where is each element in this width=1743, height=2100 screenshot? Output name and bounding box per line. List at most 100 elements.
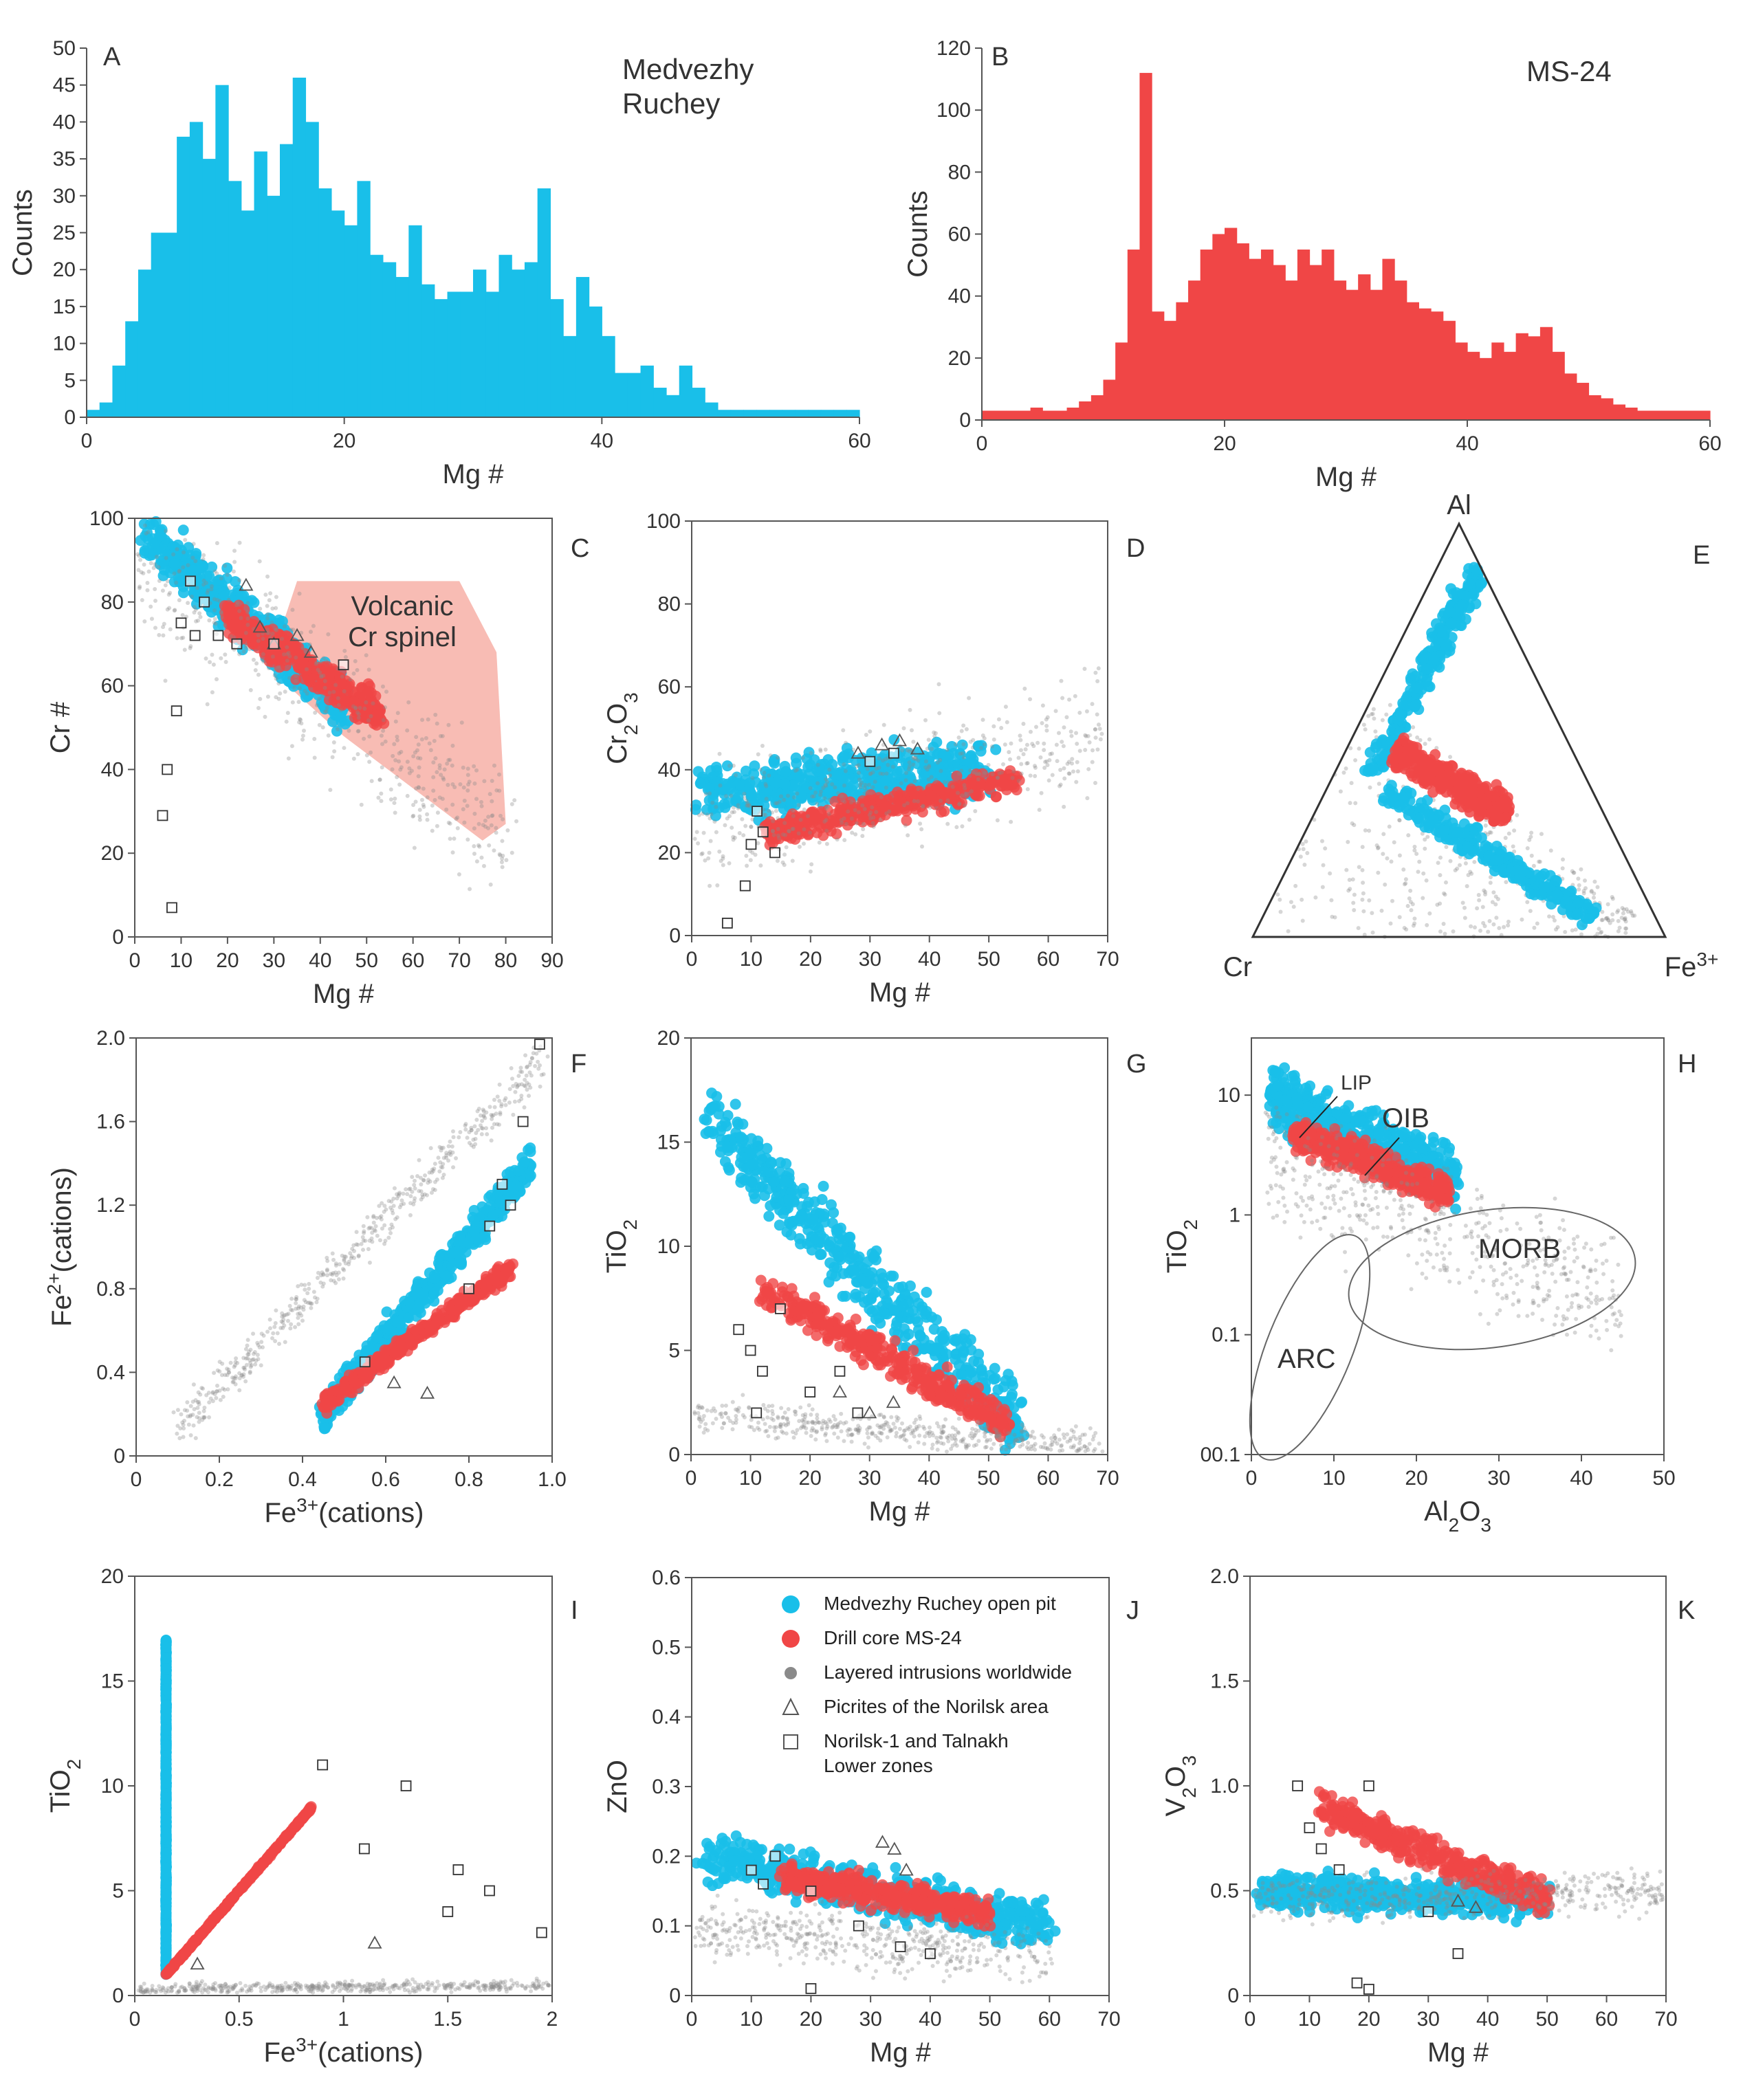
data-point — [843, 769, 848, 773]
data-point — [405, 793, 410, 798]
data-point — [1044, 723, 1049, 728]
ternary-point — [1352, 892, 1357, 897]
ternary-point — [1525, 900, 1530, 905]
data-point — [382, 1323, 393, 1334]
data-point — [742, 791, 747, 796]
data-point — [881, 771, 886, 776]
data-point — [827, 797, 832, 802]
data-point — [452, 836, 457, 841]
data-point — [300, 733, 305, 738]
data-point — [1058, 782, 1063, 787]
data-point — [503, 1259, 515, 1270]
data-point — [432, 797, 437, 802]
data-point — [425, 795, 430, 800]
ternary-point — [1278, 897, 1282, 902]
ternary-point — [1403, 881, 1408, 886]
ternary-point — [1572, 897, 1584, 909]
ternary-point — [1415, 735, 1420, 740]
data-point — [468, 887, 472, 892]
data-point — [151, 566, 156, 571]
data-point — [918, 821, 923, 826]
data-point — [1018, 748, 1023, 753]
data-point — [1062, 766, 1066, 771]
data-point — [336, 1384, 348, 1395]
data-point — [818, 793, 823, 797]
data-point — [835, 837, 840, 842]
ternary-point — [1468, 870, 1473, 874]
data-point — [723, 823, 727, 828]
data-point — [459, 720, 464, 725]
ternary-point — [1528, 835, 1533, 839]
ternary-point — [1473, 806, 1485, 817]
data-point — [313, 710, 318, 715]
data-point — [925, 789, 936, 801]
data-point — [1093, 781, 1098, 786]
data-point — [991, 724, 996, 729]
data-point — [1062, 776, 1067, 781]
norilsk-marker — [739, 880, 751, 892]
data-point — [1095, 712, 1099, 717]
data-point — [431, 775, 436, 780]
ternary-point — [1552, 918, 1557, 923]
data-point — [1033, 773, 1038, 778]
data-point — [1047, 758, 1052, 762]
data-point — [210, 652, 215, 657]
data-point — [274, 627, 278, 632]
data-point — [979, 745, 984, 750]
ternary-point — [1462, 579, 1474, 590]
data-point — [710, 800, 715, 805]
data-point — [212, 608, 217, 612]
data-point — [379, 733, 384, 738]
data-point — [388, 787, 393, 792]
data-point — [1099, 731, 1104, 736]
ternary-point — [1443, 892, 1447, 897]
ternary-point — [1463, 861, 1468, 866]
data-point — [446, 782, 450, 787]
data-point — [444, 807, 449, 812]
ternary-point — [1531, 863, 1536, 868]
ternary-point — [1286, 929, 1291, 933]
data-point — [405, 1336, 417, 1347]
data-point — [718, 783, 723, 788]
data-point — [446, 758, 451, 762]
data-point — [210, 690, 215, 695]
data-point — [392, 801, 397, 806]
data-point — [439, 773, 443, 777]
ternary-point — [1344, 867, 1349, 872]
data-point — [1093, 670, 1098, 675]
data-point — [1060, 696, 1065, 700]
data-point — [1096, 722, 1101, 727]
ternary-point — [1432, 775, 1443, 787]
data-point — [205, 702, 210, 707]
data-point — [256, 639, 261, 643]
data-point — [377, 777, 382, 782]
data-point — [776, 816, 780, 821]
data-point — [367, 734, 372, 739]
data-point — [989, 744, 994, 749]
data-point — [219, 656, 223, 661]
data-point — [369, 779, 374, 784]
ternary-point — [1477, 898, 1482, 903]
data-point — [740, 765, 752, 777]
ternary-point — [1475, 796, 1487, 808]
data-point — [714, 804, 719, 809]
data-point — [840, 794, 844, 799]
data-point — [223, 660, 228, 665]
ternary-point — [1413, 813, 1425, 824]
data-point — [1045, 762, 1050, 767]
data-point — [791, 795, 796, 800]
data-point — [311, 623, 316, 628]
ternary-point — [1371, 707, 1376, 711]
ternary-point — [1344, 766, 1348, 771]
ternary-point — [1487, 918, 1492, 923]
data-point — [907, 760, 912, 765]
data-point — [416, 742, 421, 747]
norilsk-marker — [189, 630, 201, 641]
data-point — [776, 755, 780, 760]
data-point — [157, 578, 162, 583]
data-point — [487, 792, 492, 797]
data-point — [1059, 678, 1064, 683]
data-point — [771, 777, 782, 788]
data-point — [201, 557, 206, 562]
data-point — [1075, 760, 1079, 764]
